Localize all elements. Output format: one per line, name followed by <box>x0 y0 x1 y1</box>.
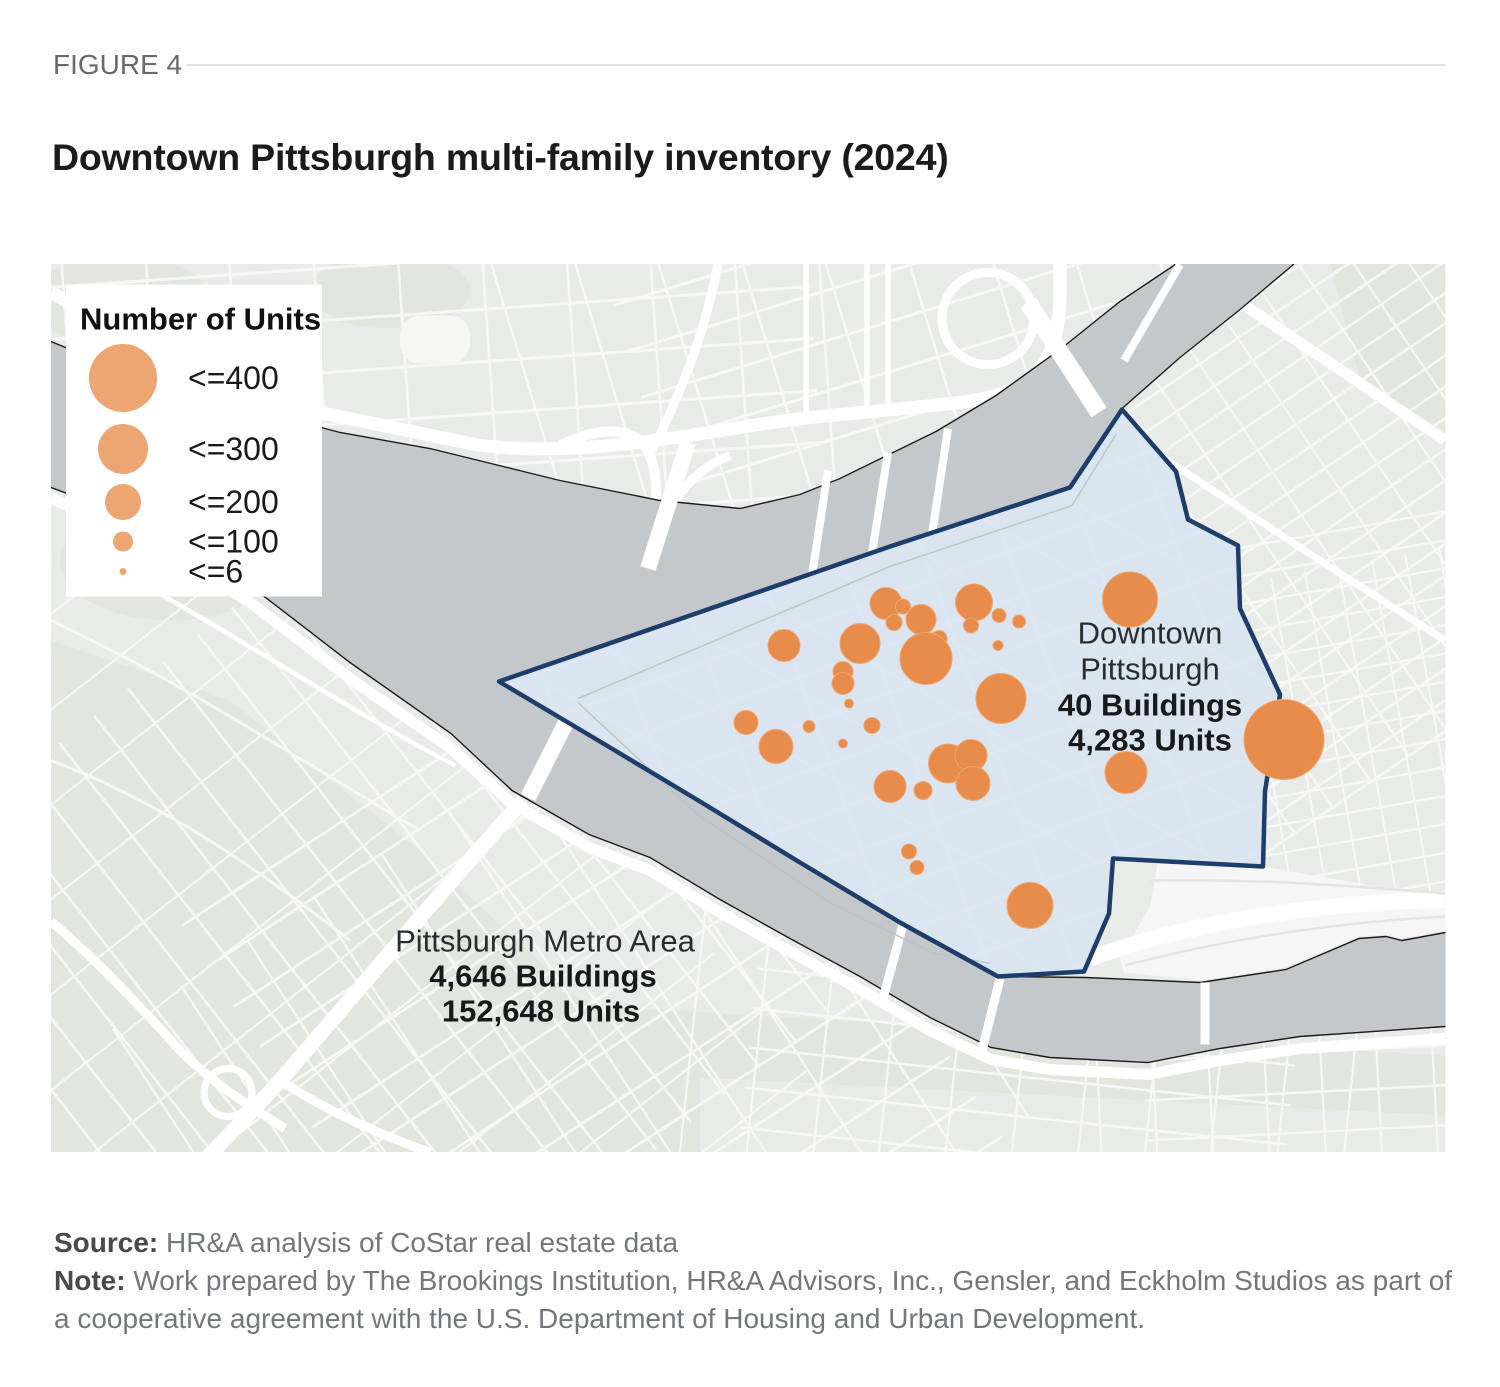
svg-text:<=200: <=200 <box>188 484 279 520</box>
svg-text:4,646 Buildings: 4,646 Buildings <box>429 958 656 993</box>
svg-text:40 Buildings: 40 Buildings <box>1058 687 1242 722</box>
svg-text:<=6: <=6 <box>188 553 243 589</box>
svg-text:Downtown: Downtown <box>1078 615 1223 650</box>
svg-text:Number of Units: Number of Units <box>80 301 321 336</box>
svg-text:<=100: <=100 <box>188 523 279 559</box>
svg-text:<=400: <=400 <box>188 360 279 396</box>
svg-text:Pittsburgh: Pittsburgh <box>1080 651 1220 686</box>
svg-text:4,283 Units: 4,283 Units <box>1068 722 1232 757</box>
svg-text:Pittsburgh Metro Area: Pittsburgh Metro Area <box>395 923 696 958</box>
svg-text:152,648 Units: 152,648 Units <box>442 993 640 1028</box>
svg-text:<=300: <=300 <box>188 431 279 467</box>
